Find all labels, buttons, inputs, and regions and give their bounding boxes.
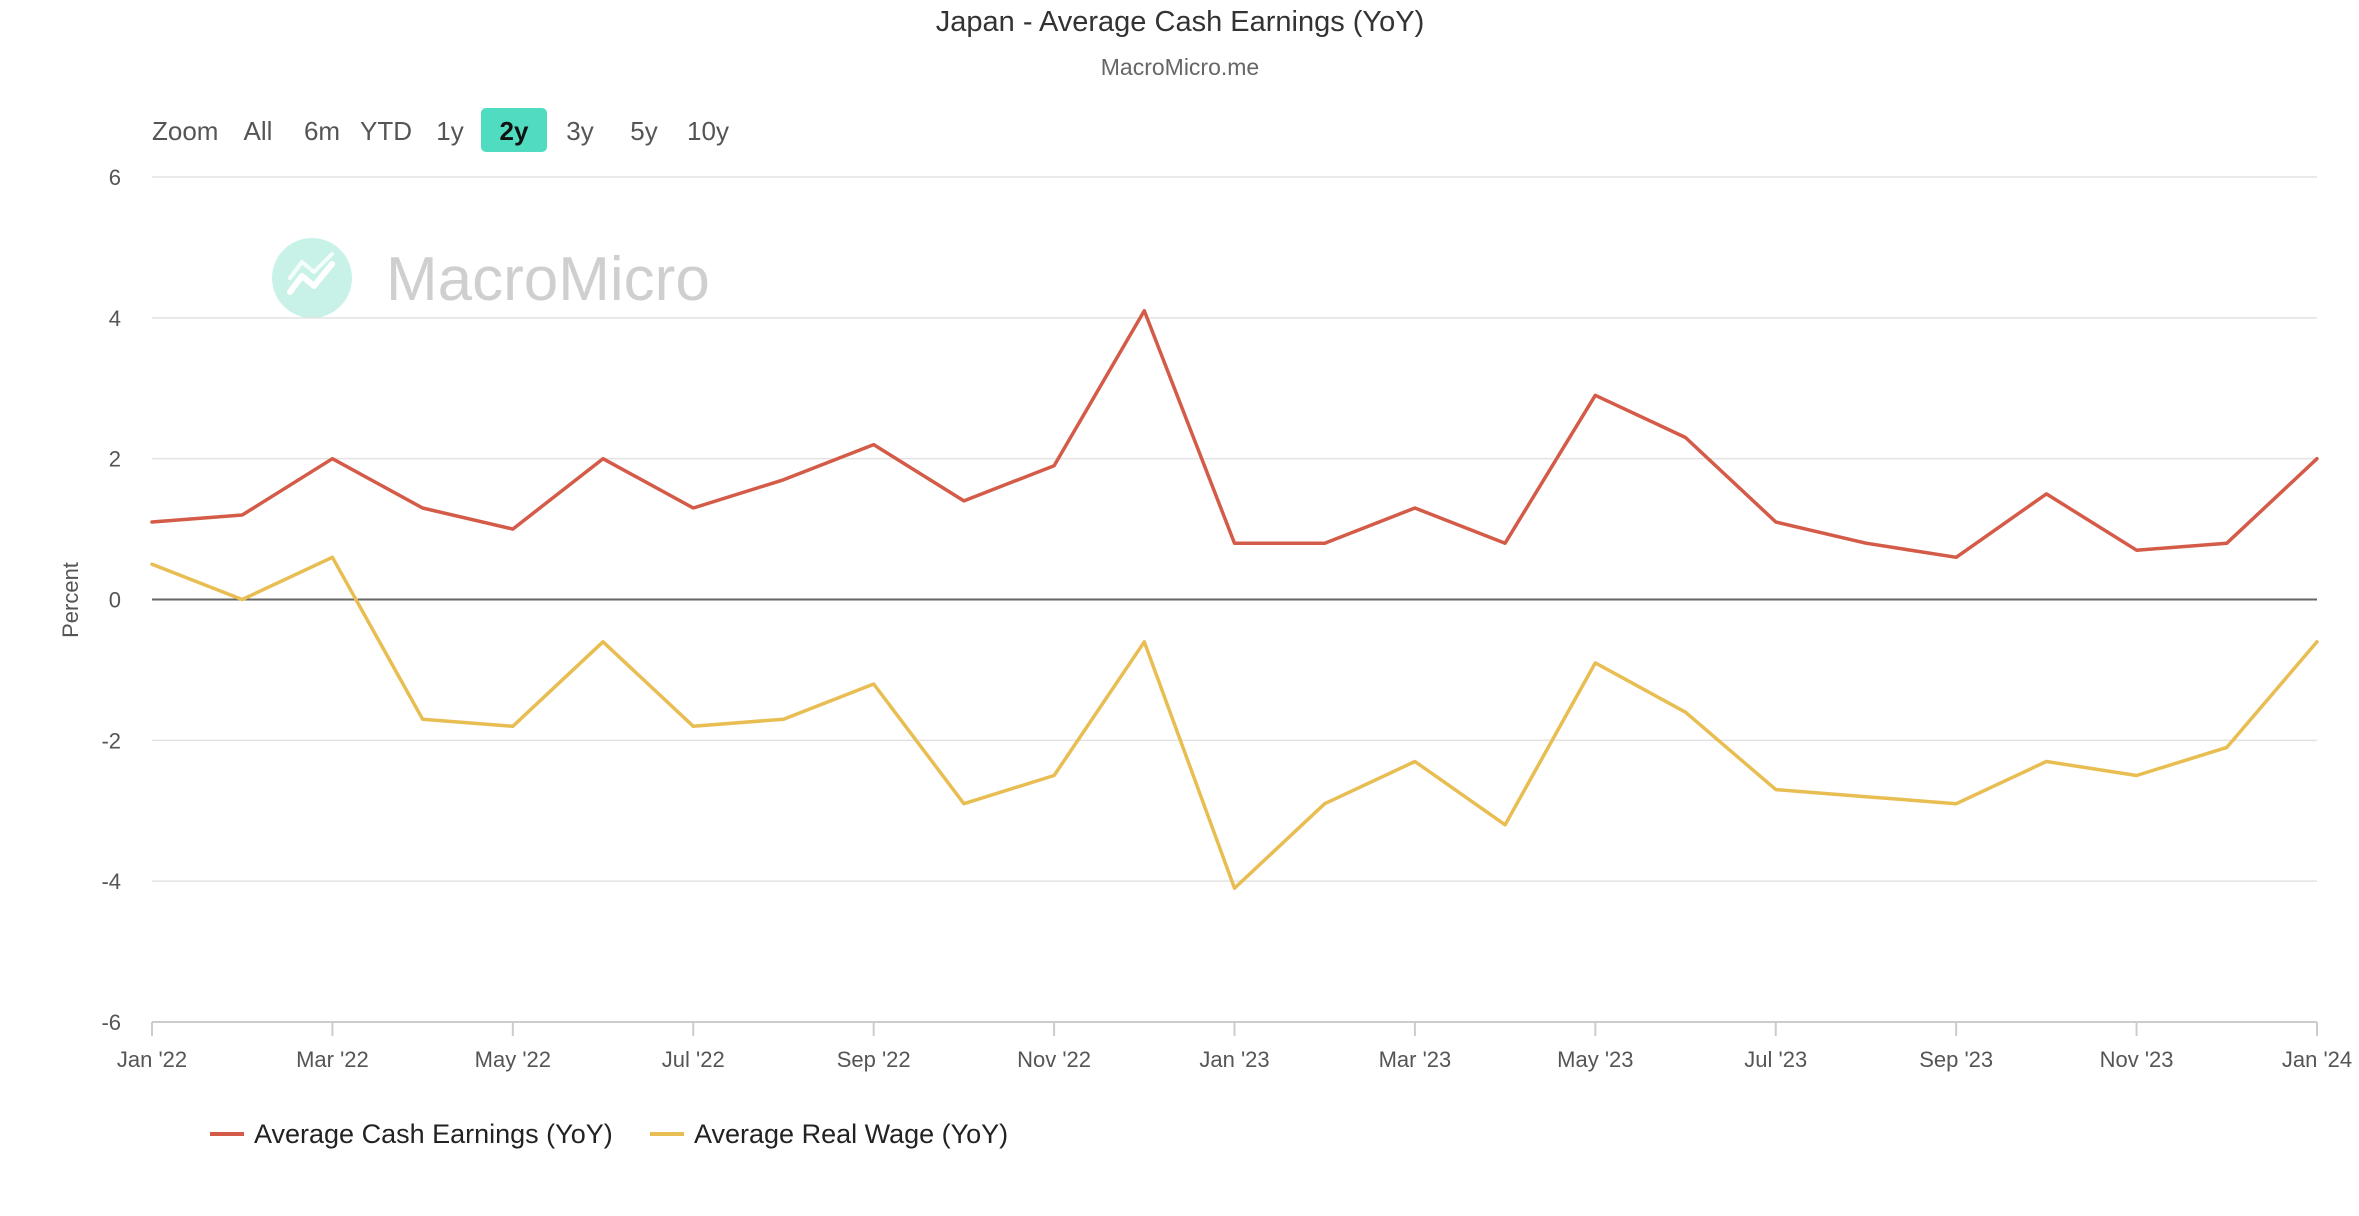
range-selector: Zoom All 6m YTD 1y 2y 3y 5y 10y xyxy=(152,108,729,152)
y-tick-label: 6 xyxy=(109,165,121,190)
range-button-all[interactable]: All xyxy=(244,116,273,146)
range-button-label: 6m xyxy=(304,116,340,146)
x-tick-label: Jan '22 xyxy=(117,1047,187,1072)
x-tick-label: Mar '22 xyxy=(296,1047,369,1072)
range-button-1y[interactable]: 1y xyxy=(436,116,463,146)
range-button-label: 10y xyxy=(687,116,729,146)
range-button-5y[interactable]: 5y xyxy=(630,116,657,146)
series-line-1[interactable] xyxy=(150,309,2319,560)
range-button-label: YTD xyxy=(360,116,412,146)
range-button-highlight xyxy=(481,108,547,152)
y-tick-label: -4 xyxy=(101,869,121,894)
legend-label: Average Real Wage (YoY) xyxy=(694,1119,1008,1149)
x-tick-label: Sep '23 xyxy=(1919,1047,1993,1072)
range-button-6m[interactable]: 6m xyxy=(304,116,340,146)
range-button-10y[interactable]: 10y xyxy=(687,116,729,146)
range-button-2y[interactable]: 2y xyxy=(481,108,547,152)
x-tick-label: May '23 xyxy=(1557,1047,1633,1072)
y-tick-label: 2 xyxy=(109,447,121,472)
y-axis-title: Percent xyxy=(58,562,83,638)
x-tick-label: May '22 xyxy=(475,1047,551,1072)
x-tick-label: Sep '22 xyxy=(837,1047,911,1072)
x-tick-label: Jan '23 xyxy=(1199,1047,1269,1072)
y-tick-label: 4 xyxy=(109,306,121,331)
watermark-logo-icon xyxy=(272,238,352,318)
legend-item-1[interactable]: Average Cash Earnings (YoY) xyxy=(210,1119,613,1149)
x-tick-label: Nov '23 xyxy=(2100,1047,2174,1072)
zoom-label: Zoom xyxy=(152,116,218,146)
range-button-label: 2y xyxy=(500,116,529,146)
watermark-chart-icon xyxy=(287,261,335,295)
series-line-2[interactable] xyxy=(150,555,2319,890)
legend: Average Cash Earnings (YoY) Average Real … xyxy=(210,1119,1008,1149)
range-button-label: 5y xyxy=(630,116,657,146)
legend-item-2[interactable]: Average Real Wage (YoY) xyxy=(650,1119,1008,1149)
x-tick-label: Jan '24 xyxy=(2282,1047,2352,1072)
y-tick-label: -6 xyxy=(101,1010,121,1035)
x-tick-label: Mar '23 xyxy=(1379,1047,1452,1072)
range-button-3y[interactable]: 3y xyxy=(566,116,593,146)
legend-label: Average Cash Earnings (YoY) xyxy=(254,1119,613,1149)
y-tick-label: 0 xyxy=(109,588,121,613)
x-tick-label: Jul '23 xyxy=(1744,1047,1807,1072)
x-tick-label: Nov '22 xyxy=(1017,1047,1091,1072)
range-button-label: All xyxy=(244,116,273,146)
range-button-label: 1y xyxy=(436,116,463,146)
watermark: MacroMicro xyxy=(272,238,710,318)
y-tick-label: -2 xyxy=(101,728,121,753)
x-tick-label: Jul '22 xyxy=(662,1047,725,1072)
range-button-ytd[interactable]: YTD xyxy=(360,116,412,146)
watermark-text: MacroMicro xyxy=(386,245,710,314)
range-button-label: 3y xyxy=(566,116,593,146)
watermark-chart-icon-2 xyxy=(288,252,334,280)
chart-subtitle: MacroMicro.me xyxy=(1101,54,1259,80)
chart-title: Japan - Average Cash Earnings (YoY) xyxy=(936,6,1424,38)
